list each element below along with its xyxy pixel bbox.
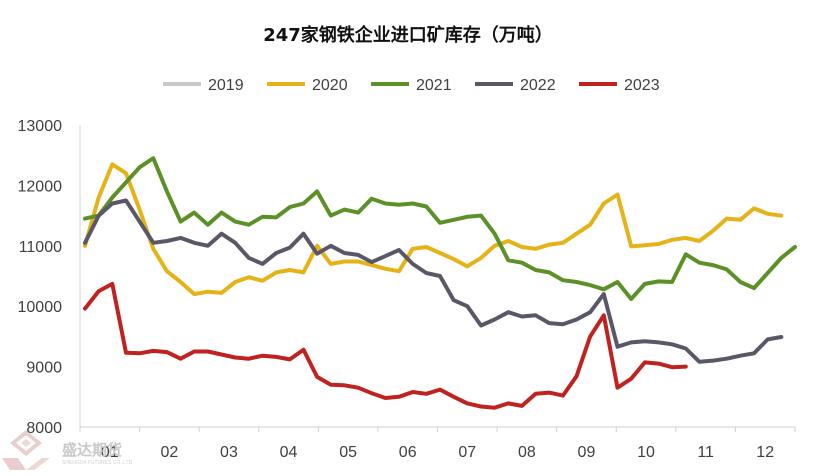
y-tick-label: 13000 (18, 118, 63, 135)
y-tick-label: 12000 (18, 178, 63, 195)
x-tick-label: 08 (518, 444, 536, 461)
y-tick-label: 8000 (26, 420, 62, 437)
y-tick-label: 11000 (19, 239, 62, 256)
x-tick-label: 03 (220, 444, 238, 461)
y-tick-label: 9000 (26, 360, 62, 377)
x-tick-label: 12 (756, 444, 774, 461)
x-tick-label: 10 (637, 444, 655, 461)
series-line-2021 (83, 156, 797, 301)
legend-label-2020: 2020 (312, 77, 348, 94)
legend-label-2023: 2023 (624, 77, 660, 94)
legend-label-2022: 2022 (520, 77, 556, 94)
series-line-2022 (83, 198, 784, 364)
x-tick-label: 05 (339, 444, 357, 461)
chart-legend: 2019 2020 2021 2022 2023 (163, 77, 660, 94)
legend-label-2019: 2019 (208, 77, 244, 94)
chart-title: 247家钢铁企业进口矿库存（万吨） (263, 24, 553, 46)
series-line-2020 (83, 162, 784, 297)
x-tick-label: 07 (458, 444, 476, 461)
series-lines (83, 156, 797, 410)
x-axis-ticks: 01 02 03 04 05 06 07 08 09 10 11 12 (79, 427, 796, 461)
x-tick-label: 02 (160, 444, 178, 461)
y-axis-ticks: 8000 9000 10000 11000 12000 13000 (18, 118, 63, 437)
watermark-logo (2, 430, 50, 470)
watermark-subtext: SHENGDA FUTURES CO.,LTD (62, 460, 133, 466)
watermark-text: 盛达期货 (62, 441, 122, 459)
x-tick-label: 09 (578, 444, 596, 461)
y-tick-label: 10000 (18, 299, 63, 316)
x-tick-label: 04 (280, 444, 298, 461)
x-tick-label: 01 (101, 444, 119, 461)
watermark: 盛达期货 SHENGDA FUTURES CO.,LTD (2, 430, 133, 470)
x-tick-label: 11 (697, 444, 714, 461)
series-line-2023 (83, 281, 688, 410)
x-tick-label: 06 (399, 444, 417, 461)
legend-label-2021: 2021 (416, 77, 452, 94)
